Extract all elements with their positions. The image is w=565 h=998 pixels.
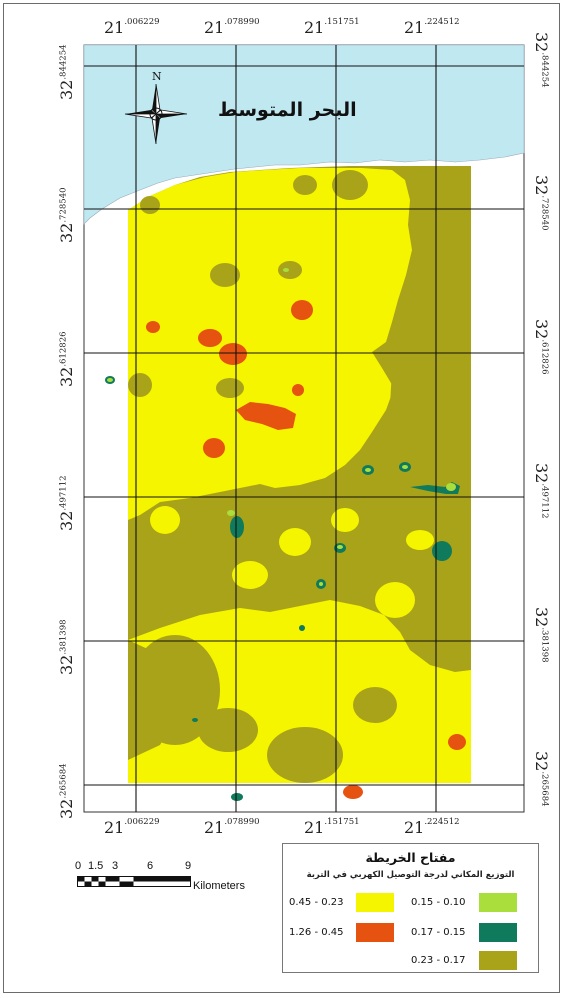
- zone-olive-south-c: [198, 708, 258, 752]
- zone-yellow-c6: [406, 530, 434, 550]
- north-arrow-icon: N: [124, 70, 188, 145]
- y-tick-left-6: 32.265684: [57, 763, 76, 819]
- y-tick-right-4: 32.497112: [532, 463, 551, 519]
- zone-ltgreen-8: [283, 268, 289, 272]
- zone-red-8: [448, 734, 466, 750]
- graticule: [84, 45, 524, 812]
- zone-ltgreen-6: [319, 582, 323, 586]
- x-tick-bottom-2: 21.078990: [204, 817, 260, 837]
- y-tick-right-5: 32.381398: [532, 607, 551, 663]
- legend-swatch-olive: [479, 951, 517, 970]
- scale-bar-graphic: [77, 876, 191, 887]
- zone-yellow-north: [128, 168, 412, 520]
- scale-bar: 0 1.5 3 6 9 Kilometers: [75, 860, 275, 900]
- zone-dkgreen-6: [299, 625, 305, 631]
- zone-red-4: [291, 300, 313, 320]
- x-tick-top-1: 21.006229: [104, 17, 160, 37]
- legend-swatch-red: [356, 923, 394, 942]
- zone-yellow-c3: [232, 561, 268, 589]
- zone-red-9: [343, 785, 363, 799]
- zone-red-6: [236, 402, 296, 430]
- y-tick-left-2: 32.728540: [57, 187, 76, 243]
- y-tick-right-1: 32.844254: [532, 32, 551, 88]
- legend-subtitle: التوزيع المكاني لدرجة التوصيل الكهربي في…: [306, 870, 515, 880]
- x-tick-bottom-3: 21.151751: [304, 817, 360, 837]
- legend: مفتاح الخريطة التوزيع المكاني لدرجة التو…: [282, 843, 539, 973]
- zone-olive-south-d: [353, 687, 397, 723]
- legend-label-olive: 0.23 - 0.17: [411, 955, 466, 966]
- scale-tick-4: 9: [185, 860, 192, 872]
- x-tick-bottom-4: 21.224512: [404, 817, 460, 837]
- zone-red-5: [292, 384, 304, 396]
- zone-red-2: [198, 329, 222, 347]
- zone-ltgreen-5: [402, 465, 408, 469]
- y-tick-right-6: 32.265684: [532, 751, 551, 807]
- map-frame: [3, 3, 560, 993]
- zone-ltgreen-3: [337, 545, 343, 549]
- zone-olive-n5: [140, 196, 160, 214]
- legend-swatch-yellow: [356, 893, 394, 912]
- y-tick-left-4: 32.497112: [57, 475, 76, 531]
- legend-title: مفتاح الخريطة: [365, 850, 456, 865]
- zone-olive-n3: [210, 263, 240, 287]
- y-tick-left-3: 32.612826: [57, 331, 76, 387]
- scale-tick-0: 0: [75, 860, 82, 872]
- zone-dkgreen-3: [410, 482, 460, 494]
- scale-tick-2: 3: [112, 860, 119, 872]
- zone-yellow-east-bay: [390, 358, 471, 442]
- y-tick-left-1: 32.844254: [57, 44, 76, 100]
- y-tick-right-3: 32.612826: [532, 319, 551, 375]
- legend-label-dark-green: 0.17 - 0.15: [411, 927, 466, 938]
- zone-red-7: [203, 438, 225, 458]
- legend-label-red: 1.26 - 0.45: [289, 927, 344, 938]
- zone-olive-n1: [332, 170, 368, 200]
- zone-yellow-c2: [331, 508, 359, 532]
- x-tick-top-4: 21.224512: [404, 17, 460, 37]
- x-tick-top-3: 21.151751: [304, 17, 360, 37]
- zone-dkgreen-2: [230, 516, 244, 538]
- scale-tick-1: 1.5: [88, 860, 104, 872]
- sea-area: [83, 44, 525, 225]
- scale-tick-3: 6: [147, 860, 154, 872]
- zone-red-1: [146, 321, 160, 333]
- zone-olive-sw: [130, 635, 220, 745]
- zone-olive-n6: [128, 373, 152, 397]
- x-tick-bottom-1: 21.006229: [104, 817, 160, 837]
- zone-olive-n7: [216, 378, 244, 398]
- zone-ltgreen-1: [446, 483, 456, 491]
- zone-dkgreen-1: [432, 541, 452, 561]
- zone-dkgreen-8: [231, 793, 243, 801]
- zone-olive-n4: [278, 261, 302, 279]
- zone-ltgreen-4: [365, 468, 371, 472]
- north-label: N: [152, 70, 162, 83]
- legend-swatch-light-green: [479, 893, 517, 912]
- zone-dkgreen-7: [192, 718, 198, 722]
- scale-unit: Kilometers: [193, 880, 245, 892]
- zone-red-3: [219, 343, 247, 365]
- zone-yellow-c5: [150, 506, 180, 534]
- y-tick-right-2: 32.728540: [532, 175, 551, 231]
- legend-swatch-dark-green: [479, 923, 517, 942]
- sea-label: البحر المتوسط: [218, 99, 357, 121]
- zone-olive-south-b: [267, 727, 343, 783]
- y-tick-left-5: 32.381398: [57, 619, 76, 675]
- x-tick-top-2: 21.078990: [204, 17, 260, 37]
- legend-label-light-green: 0.15 - 0.10: [411, 897, 466, 908]
- legend-label-yellow: 0.45 - 0.23: [289, 897, 344, 908]
- zone-ltgreen-7: [107, 378, 113, 382]
- zone-yellow-c4: [375, 582, 415, 618]
- zone-yellow-c1: [279, 528, 311, 556]
- zone-yellow-c7: [278, 437, 322, 473]
- zone-ltgreen-2: [227, 510, 235, 516]
- zone-olive-n2: [293, 175, 317, 195]
